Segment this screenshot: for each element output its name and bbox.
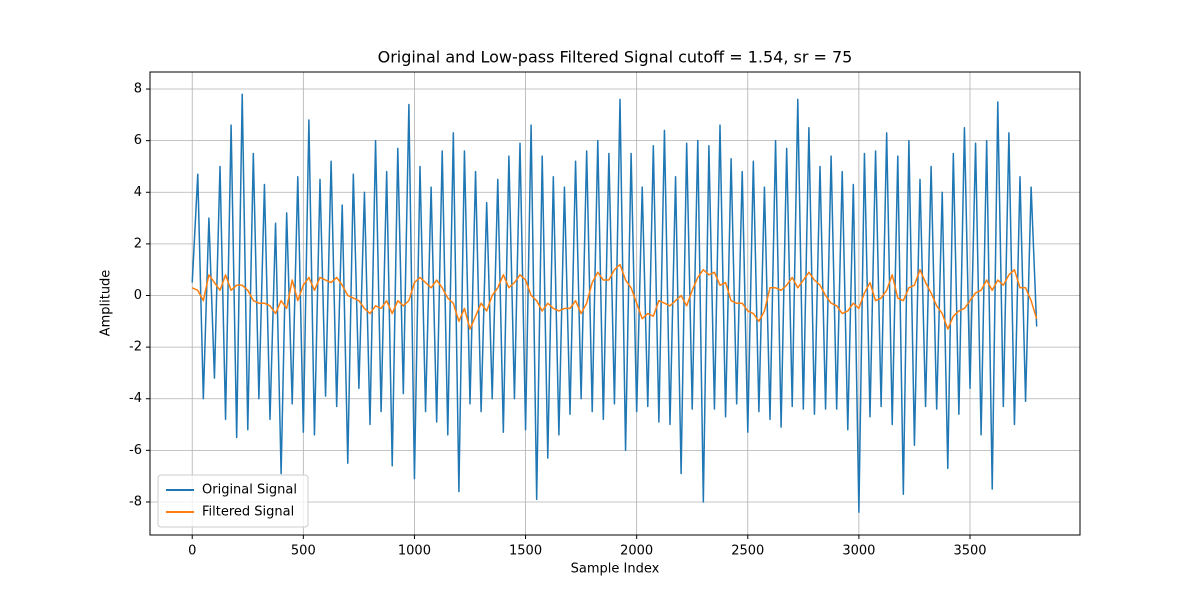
legend-label: Original Signal [202, 483, 297, 498]
x-tick-label: 500 [291, 544, 316, 559]
legend: Original Signal Filtered Signal [157, 474, 309, 528]
y-tick-label: 4 [134, 185, 142, 200]
x-tick-label: 1000 [398, 544, 431, 559]
y-tick-label: -2 [129, 340, 142, 355]
y-axis-label: Amplitude [99, 270, 114, 337]
x-tick-label: 1500 [509, 544, 542, 559]
legend-box [157, 474, 309, 528]
y-tick-label: -8 [129, 494, 142, 509]
y-tick-label: -6 [129, 443, 142, 458]
chart-title: Original and Low-pass Filtered Signal cu… [378, 48, 853, 67]
x-tick-label: 3500 [953, 544, 986, 559]
y-tick-label: 0 [134, 288, 142, 303]
y-tick-label: -4 [129, 391, 142, 406]
plot-frame [149, 71, 1081, 536]
x-tick-label: 2500 [731, 544, 764, 559]
y-tick-label: 8 [134, 82, 142, 97]
x-tick-label: 2000 [620, 544, 653, 559]
series-line [191, 93, 1038, 514]
x-axis-label: Sample Index [571, 562, 660, 577]
x-tick-label: 0 [188, 544, 196, 559]
legend-label: Filtered Signal [202, 505, 294, 520]
x-tick-label: 3000 [842, 544, 875, 559]
y-tick-label: 2 [134, 236, 142, 251]
y-tick-label: 6 [134, 133, 142, 148]
series-line [191, 263, 1038, 330]
